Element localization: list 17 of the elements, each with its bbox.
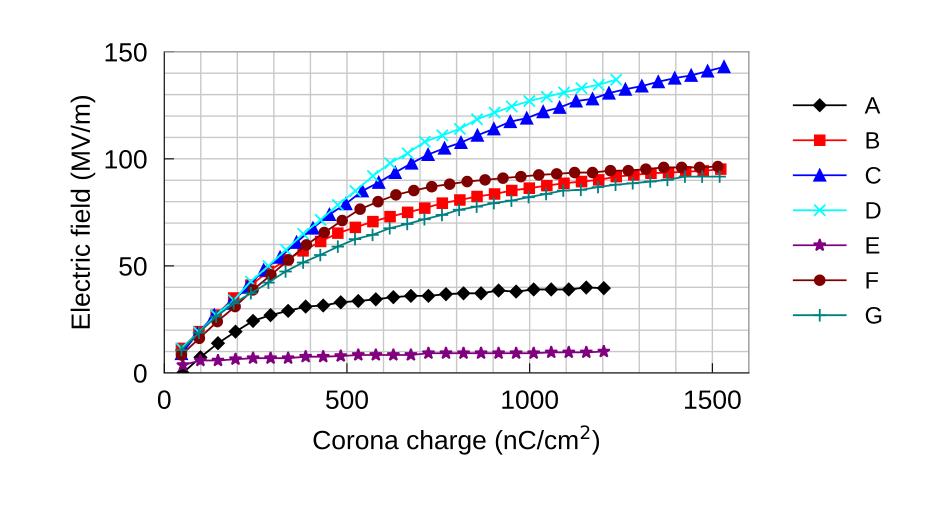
x-tick-label: 0 [158, 390, 171, 409]
legend-label: A [864, 97, 880, 114]
x-tick-label: 1500 [685, 390, 741, 409]
legend-label: B [866, 132, 880, 148]
x-tick-label: 1000 [502, 390, 558, 409]
y-tick-label: 150 [106, 42, 147, 62]
y-tick-label: 100 [106, 150, 147, 169]
y-axis-title: Electric field (MV/m) [70, 96, 96, 328]
legend-label: C [866, 167, 881, 184]
x-tick-label: 500 [326, 390, 368, 409]
legend-label: E [866, 237, 880, 254]
legend-label: D [866, 202, 881, 218]
legend-label: F [866, 272, 878, 288]
y-tick-label: 50 [119, 257, 147, 276]
x-axis-title: Corona charge (nC/cm$^{2}$) [314, 425, 600, 455]
y-tick-label: 0 [134, 364, 147, 383]
legend-label: G [866, 306, 882, 324]
